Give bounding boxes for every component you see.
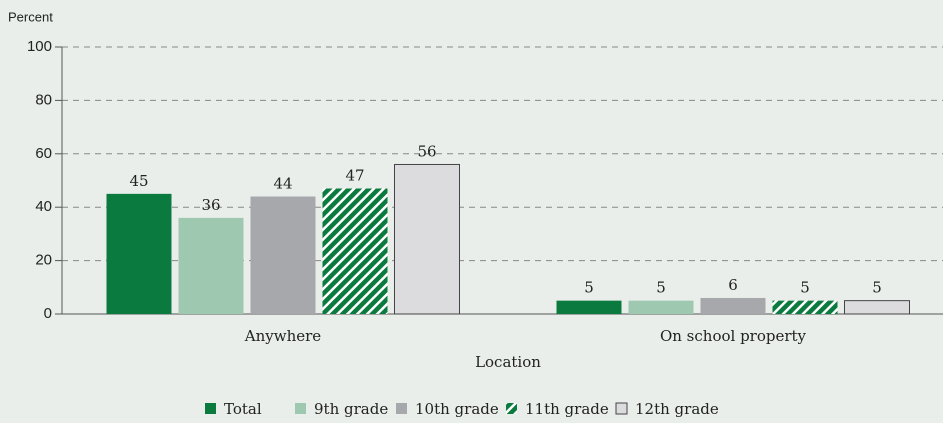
legend-swatch — [396, 403, 407, 414]
legend-swatch — [506, 403, 517, 414]
bar — [628, 300, 694, 314]
bar — [556, 300, 622, 314]
bar — [322, 188, 388, 314]
bar — [106, 193, 172, 314]
legend-swatch — [295, 403, 306, 414]
x-tick-label: Anywhere — [244, 327, 322, 345]
y-tick-label: 20 — [35, 252, 52, 269]
y-tick-label: 0 — [44, 305, 52, 322]
data-label: 5 — [584, 279, 594, 297]
x-axis-label: Location — [475, 353, 541, 371]
data-label: 5 — [872, 279, 882, 297]
data-label: 56 — [417, 142, 436, 160]
data-label: 36 — [201, 196, 220, 214]
x-tick-label: On school property — [660, 327, 807, 345]
data-label: 5 — [800, 279, 810, 297]
legend-swatch — [615, 402, 628, 415]
data-label: 44 — [273, 175, 292, 193]
legend-label: 12th grade — [635, 400, 719, 418]
y-axis-label: Percent — [8, 9, 53, 24]
data-label: 47 — [345, 167, 364, 185]
bar — [394, 163, 460, 315]
legend-swatch — [205, 403, 216, 414]
y-tick-label: 60 — [35, 145, 52, 162]
data-label: 5 — [656, 279, 666, 297]
bar — [178, 217, 244, 314]
bar — [844, 300, 910, 315]
legend-label: 11th grade — [525, 400, 609, 418]
data-label: 45 — [129, 172, 148, 190]
legend-label: Total — [224, 400, 262, 418]
legend-label: 10th grade — [415, 400, 499, 418]
bar — [250, 196, 316, 314]
data-label: 6 — [728, 276, 738, 294]
y-tick-label: 80 — [35, 91, 52, 108]
bar — [772, 300, 838, 314]
y-tick-label: 40 — [35, 198, 52, 215]
legend-label: 9th grade — [314, 400, 388, 418]
bar — [700, 297, 766, 314]
y-tick-label: 100 — [27, 38, 52, 55]
